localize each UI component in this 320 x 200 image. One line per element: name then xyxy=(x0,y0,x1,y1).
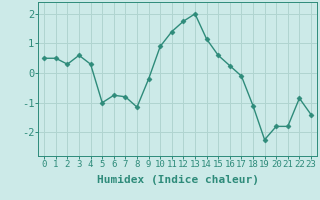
X-axis label: Humidex (Indice chaleur): Humidex (Indice chaleur) xyxy=(97,175,259,185)
